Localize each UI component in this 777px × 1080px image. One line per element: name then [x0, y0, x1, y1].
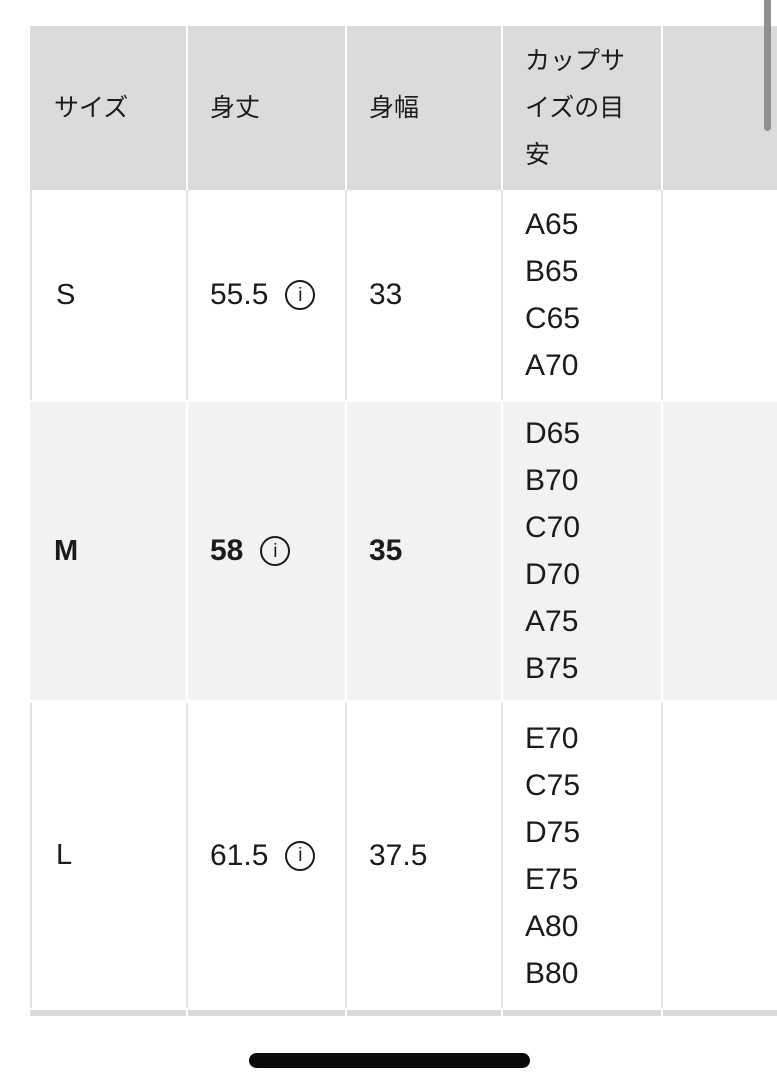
extra-cell	[661, 190, 777, 400]
cup-sizes-list: D65 B70 C70 D70 A75 B75	[525, 417, 581, 685]
length-cell: 61.5 i	[186, 703, 345, 1008]
header-cell-size: サイズ	[30, 26, 186, 190]
size-cell: S	[30, 190, 186, 400]
width-cell: 35	[345, 402, 501, 700]
cup-sizes-cell: E70 C75 D75 E75 A80 B80	[501, 703, 661, 1008]
clipped-cell	[30, 1010, 186, 1016]
home-indicator[interactable]	[249, 1053, 530, 1068]
clipped-cell	[661, 1010, 777, 1016]
cup-sizes-cell: A65 B65 C65 A70	[501, 190, 661, 400]
clipped-cell	[186, 1010, 345, 1016]
header-label-cup: カップサイズの目安	[525, 46, 626, 169]
clipped-cell	[501, 1010, 661, 1016]
size-cell: M	[30, 402, 186, 700]
cup-sizes-list: E70 C75 D75 E75 A80 B80	[525, 721, 581, 990]
width-cell: 37.5	[345, 703, 501, 1008]
header-cell-width: 身幅	[345, 26, 501, 190]
cup-sizes-cell: D65 B70 C70 D70 A75 B75	[501, 402, 661, 700]
table-row-next-clipped	[30, 1010, 777, 1016]
info-icon[interactable]: i	[285, 840, 316, 871]
table-header-row: サイズ 身丈 身幅 カップサイズの目安	[30, 26, 777, 190]
cup-sizes-list: A65 B65 C65 A70	[525, 208, 581, 382]
table-row-l: L 61.5 i 37.5 E70 C75 D75 E75 A80 B80	[30, 703, 777, 1008]
header-label-length: 身丈	[210, 93, 261, 122]
extra-cell	[661, 402, 777, 700]
header-cell-length: 身丈	[186, 26, 345, 190]
length-cell: 55.5 i	[186, 190, 345, 400]
scrollbar-thumb[interactable]	[764, 0, 771, 131]
size-cell: L	[30, 703, 186, 1008]
header-label-width: 身幅	[369, 93, 420, 122]
info-icon[interactable]: i	[285, 280, 316, 310]
extra-cell	[661, 703, 777, 1008]
clipped-cell	[345, 1010, 501, 1016]
table-row-m: M 58 i 35 D65 B70 C70 D70 A75 B75	[30, 402, 777, 700]
length-value: 55.5	[210, 278, 269, 311]
info-icon[interactable]: i	[260, 536, 291, 566]
header-cell-extra	[661, 26, 777, 190]
length-value: 58	[210, 534, 244, 567]
length-cell: 58 i	[186, 402, 345, 700]
header-label-size: サイズ	[54, 93, 129, 122]
size-table: サイズ 身丈 身幅 カップサイズの目安 S 55.5 i 33	[30, 26, 777, 1016]
header-cell-cup: カップサイズの目安	[501, 26, 661, 190]
width-cell: 33	[345, 190, 501, 400]
length-value: 61.5	[210, 838, 269, 872]
table-row-s: S 55.5 i 33 A65 B65 C65 A70	[30, 190, 777, 400]
